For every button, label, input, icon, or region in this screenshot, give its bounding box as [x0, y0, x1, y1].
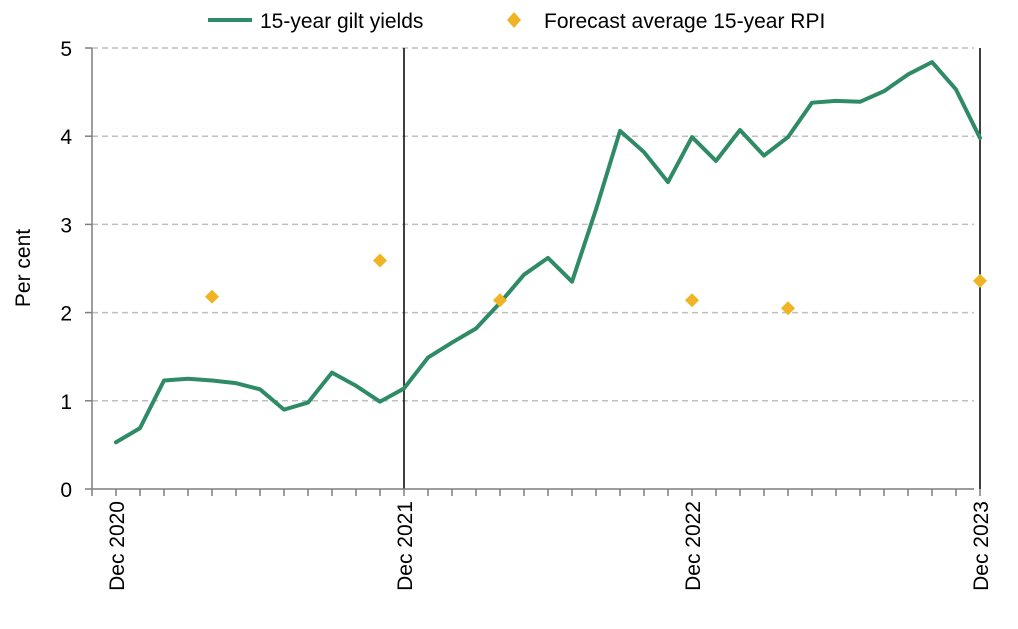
y-tick-label: 3: [60, 214, 72, 237]
y-axis-title: Per cent: [12, 229, 35, 307]
rpi-forecast-point: [205, 289, 219, 304]
x-ticks: Dec 2020 Dec 2021 Dec 2022 Dec 2023: [91, 489, 993, 591]
legend: 15-year gilt yields Forecast average 15-…: [208, 10, 825, 33]
y-tick-label: 1: [60, 391, 72, 414]
gilt-yield-series: [114, 60, 982, 445]
gridlines: [92, 47, 974, 402]
rpi-forecast-point: [373, 253, 387, 268]
rpi-forecast-point: [973, 273, 987, 288]
y-tick-label: 5: [60, 38, 72, 61]
rpi-forecast-point: [685, 293, 699, 308]
gilt-yield-line: [114, 60, 982, 445]
legend-gilt-label: 15-year gilt yields: [260, 10, 423, 33]
y-tick-label: 0: [60, 479, 72, 502]
y-tick-labels: 0 1 2 3 4 5: [60, 38, 72, 502]
y-tick-label: 2: [60, 303, 72, 326]
x-tick-label: Dec 2023: [970, 501, 993, 591]
legend-rpi-marker: [507, 12, 521, 28]
rpi-forecast-point: [493, 293, 507, 308]
x-tick-label: Dec 2020: [106, 501, 129, 591]
legend-rpi-label: Forecast average 15-year RPI: [544, 10, 825, 33]
y-tick-label: 4: [60, 126, 72, 149]
x-tick-label: Dec 2022: [682, 501, 705, 591]
x-tick-label: Dec 2021: [394, 501, 417, 591]
axes: [85, 47, 974, 490]
vertical-markers: [403, 48, 981, 489]
rpi-forecast-series: [205, 253, 987, 316]
rpi-forecast-point: [781, 301, 795, 316]
